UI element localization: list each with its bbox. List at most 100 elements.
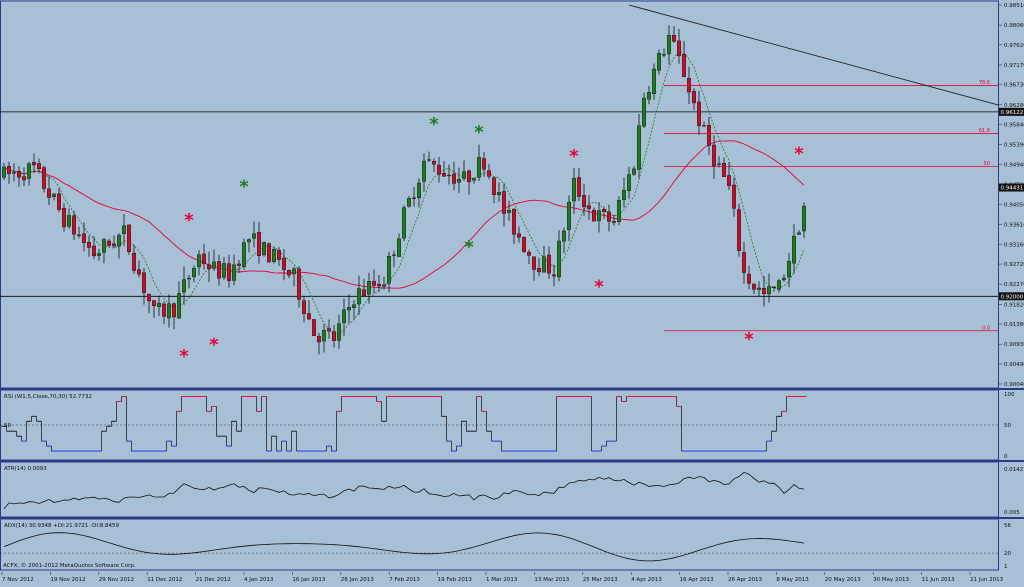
- candle[interactable]: [121, 225, 126, 234]
- candle[interactable]: [567, 201, 572, 230]
- candle[interactable]: [362, 289, 367, 296]
- candle[interactable]: [337, 323, 342, 341]
- candle[interactable]: [2, 166, 6, 178]
- candle[interactable]: [111, 243, 116, 247]
- candle[interactable]: [32, 161, 37, 166]
- candle[interactable]: [512, 208, 517, 235]
- candle[interactable]: [657, 52, 662, 71]
- candle[interactable]: [477, 157, 482, 178]
- candle[interactable]: [231, 264, 236, 281]
- candle[interactable]: [412, 197, 417, 199]
- candle[interactable]: [86, 242, 91, 248]
- candle[interactable]: [277, 250, 282, 260]
- candle[interactable]: [677, 40, 682, 57]
- candle[interactable]: [96, 253, 101, 256]
- candle[interactable]: [367, 281, 372, 295]
- candle[interactable]: [737, 209, 742, 251]
- candle[interactable]: [627, 174, 632, 191]
- candle[interactable]: [622, 189, 627, 201]
- candle[interactable]: [226, 263, 231, 281]
- candle[interactable]: [717, 163, 722, 165]
- candle[interactable]: [282, 257, 287, 271]
- candle[interactable]: [602, 209, 607, 212]
- candle[interactable]: [527, 252, 532, 256]
- candle[interactable]: [587, 205, 592, 209]
- candle[interactable]: [422, 160, 427, 182]
- candle[interactable]: [372, 280, 377, 286]
- adx-panel[interactable]: [0, 518, 999, 571]
- candle[interactable]: [612, 221, 617, 223]
- candle[interactable]: [662, 54, 667, 56]
- candle[interactable]: [47, 188, 52, 198]
- candle[interactable]: [582, 195, 587, 208]
- candle[interactable]: [27, 163, 32, 179]
- candle[interactable]: [11, 172, 16, 174]
- candle[interactable]: [342, 309, 347, 324]
- candle[interactable]: [652, 68, 657, 94]
- candle[interactable]: [176, 293, 181, 319]
- candle[interactable]: [707, 125, 712, 146]
- candle[interactable]: [6, 165, 11, 174]
- candle[interactable]: [42, 167, 47, 189]
- candle[interactable]: [257, 231, 262, 256]
- candle[interactable]: [352, 304, 357, 308]
- candle[interactable]: [91, 245, 96, 257]
- candle[interactable]: [762, 288, 767, 295]
- candle[interactable]: [216, 261, 221, 279]
- candle[interactable]: [22, 176, 27, 181]
- candle[interactable]: [592, 210, 597, 222]
- candle[interactable]: [332, 331, 337, 341]
- candle[interactable]: [57, 193, 62, 210]
- candle[interactable]: [642, 97, 647, 127]
- candle[interactable]: [387, 256, 392, 284]
- candle[interactable]: [307, 313, 312, 320]
- candle[interactable]: [487, 170, 492, 177]
- candle[interactable]: [437, 164, 442, 175]
- candle[interactable]: [502, 191, 507, 214]
- candle[interactable]: [201, 253, 206, 265]
- candle[interactable]: [752, 283, 757, 290]
- candle[interactable]: [462, 171, 467, 179]
- candle[interactable]: [472, 178, 477, 181]
- candle[interactable]: [682, 54, 687, 77]
- candle[interactable]: [687, 78, 692, 93]
- candle[interactable]: [787, 261, 792, 278]
- candle[interactable]: [322, 329, 327, 342]
- candle[interactable]: [617, 200, 622, 223]
- candle[interactable]: [397, 238, 402, 257]
- candle[interactable]: [702, 125, 707, 127]
- candle[interactable]: [522, 237, 527, 252]
- candle[interactable]: [577, 177, 582, 197]
- candle[interactable]: [136, 269, 141, 275]
- candle[interactable]: [637, 125, 642, 170]
- candle[interactable]: [81, 233, 86, 243]
- candle[interactable]: [552, 274, 557, 277]
- candle[interactable]: [17, 171, 22, 178]
- candle[interactable]: [467, 170, 472, 183]
- atr-panel[interactable]: [0, 461, 999, 518]
- candle[interactable]: [562, 230, 567, 242]
- candle[interactable]: [241, 242, 246, 267]
- candle[interactable]: [171, 303, 176, 318]
- candle[interactable]: [196, 254, 201, 268]
- candle[interactable]: [427, 159, 432, 161]
- candle[interactable]: [647, 92, 652, 100]
- candle[interactable]: [402, 207, 407, 239]
- candle[interactable]: [632, 168, 637, 175]
- candle[interactable]: [767, 286, 772, 295]
- candle[interactable]: [357, 288, 362, 305]
- candle[interactable]: [317, 335, 322, 343]
- candle[interactable]: [797, 232, 802, 235]
- candle[interactable]: [116, 234, 121, 247]
- candle[interactable]: [382, 284, 387, 287]
- candle[interactable]: [126, 224, 131, 252]
- candle[interactable]: [747, 273, 752, 284]
- candle[interactable]: [457, 179, 462, 183]
- candle[interactable]: [141, 272, 146, 293]
- candle[interactable]: [71, 215, 76, 235]
- candle[interactable]: [292, 268, 297, 275]
- candle[interactable]: [777, 280, 782, 290]
- candle[interactable]: [757, 287, 762, 290]
- candle[interactable]: [542, 256, 547, 273]
